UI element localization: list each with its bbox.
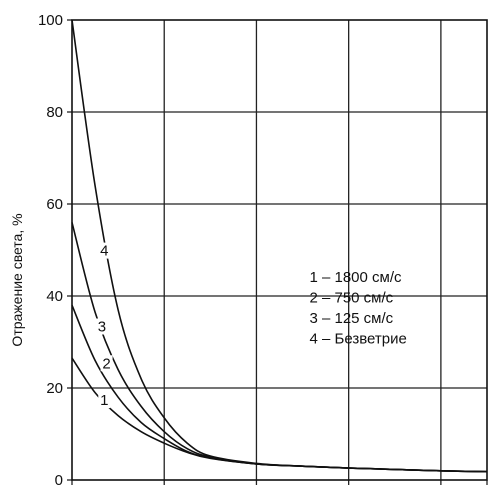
legend-entry: 3 – 125 см/с: [309, 310, 393, 327]
curve-number-labels: 1 2 3 4: [95, 242, 113, 409]
legend-entry: 2 – 750 см/с: [309, 290, 393, 307]
plot-frame: [71, 19, 488, 481]
series-3-line: [71, 222, 488, 473]
y-tick-label: 20: [46, 380, 63, 397]
y-tick-label: 40: [46, 288, 63, 305]
y-tick-label: 80: [46, 104, 63, 121]
legend-entry: 4 – Безветрие: [309, 331, 406, 348]
series-1-label: 1: [100, 392, 108, 409]
series-2-label-bg: [100, 355, 113, 372]
y-tick-labels: 0 20 40 60 80 100: [38, 12, 63, 489]
grid-lines: [67, 19, 488, 485]
series-4-label-bg: [98, 242, 111, 259]
series-4-line: [71, 19, 488, 473]
legend: 1 – 1800 см/с 2 – 750 см/с 3 – 125 см/с 4 –…: [309, 269, 406, 348]
series-2-label: 2: [102, 355, 110, 372]
series-3-label: 3: [98, 319, 106, 336]
series-lines: [71, 19, 488, 473]
series-1-label-bg: [98, 392, 111, 409]
legend-entry: 1 – 1800 см/с: [309, 269, 402, 286]
series-3-label-bg: [95, 318, 108, 335]
y-tick-label: 60: [46, 196, 63, 213]
y-tick-label: 0: [55, 472, 63, 489]
y-tick-label: 100: [38, 12, 63, 29]
y-axis-title: Отражение света, %: [9, 213, 25, 346]
series-4-label: 4: [100, 243, 108, 260]
